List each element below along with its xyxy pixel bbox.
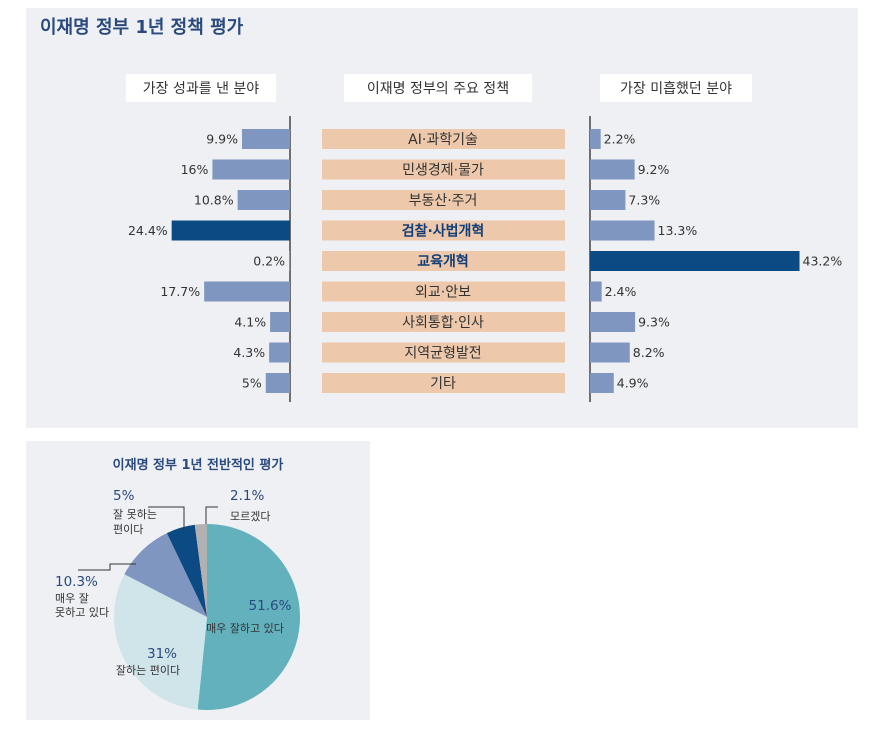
left-bar <box>204 281 290 302</box>
right-bar <box>590 129 601 149</box>
left-bar <box>241 129 290 149</box>
left-bar <box>237 190 290 210</box>
left-bar <box>269 342 290 363</box>
left-value-label: 0.2% <box>253 254 285 269</box>
right-header-box <box>600 74 752 102</box>
right-value-label: 4.9% <box>617 376 649 391</box>
left-bar <box>171 220 290 241</box>
chart-title: 이재명 정부 1년 정책 평가 <box>40 17 244 38</box>
left-value-label: 5% <box>242 376 262 391</box>
left-value-label: 9.9% <box>206 132 238 147</box>
pie-category-label: 매우 잘 <box>55 592 89 605</box>
pie-leader-line <box>78 563 136 571</box>
pie-slice <box>166 524 207 617</box>
pie-percent-label: 5% <box>113 488 135 504</box>
category-label: 민생경제·물가 <box>402 163 484 179</box>
category-box <box>322 190 565 210</box>
right-value-label: 7.3% <box>628 193 660 208</box>
right-bar <box>590 342 630 363</box>
right-value-label: 8.2% <box>633 345 665 360</box>
right-bar <box>590 373 614 393</box>
category-label: AI·과학기술 <box>408 132 478 148</box>
left-header-box <box>126 74 276 102</box>
left-bar <box>265 373 290 393</box>
left-value-label: 10.8% <box>194 193 234 208</box>
pie-category-label: 잘 못하는 <box>113 507 157 521</box>
pie-leader-line <box>205 506 218 524</box>
category-label: 부동산·주거 <box>409 193 478 209</box>
right-value-label: 13.3% <box>658 223 698 238</box>
center-header-box <box>344 74 532 102</box>
category-label: 교육개혁 <box>417 253 469 270</box>
category-box <box>322 159 565 180</box>
right-bar <box>590 251 800 271</box>
pie-slice <box>113 574 207 710</box>
left-value-label: 4.1% <box>234 315 266 330</box>
pie-slice <box>197 524 300 710</box>
right-value-label: 9.2% <box>638 162 670 177</box>
category-box <box>322 220 565 241</box>
pie-percent-label: 31% <box>147 646 177 662</box>
category-label: 기타 <box>430 376 456 392</box>
right-value-label: 9.3% <box>638 315 670 330</box>
right-value-label: 43.2% <box>803 254 843 269</box>
category-box <box>322 373 565 393</box>
pie-leader-line <box>148 506 185 530</box>
pie-percent-label: 10.3% <box>55 574 98 590</box>
right-header: 가장 미흡했던 분야 <box>620 81 732 97</box>
right-bar <box>590 312 636 332</box>
pie-category-label: 잘하는 편이다 <box>116 663 180 677</box>
category-label: 지역균형발전 <box>404 346 481 362</box>
pie-percent-label: 51.6% <box>249 598 292 614</box>
pie-slice <box>194 524 207 617</box>
left-header: 가장 성과를 낸 분야 <box>143 81 260 97</box>
right-bar <box>590 281 602 302</box>
category-label: 외교·안보 <box>415 285 471 301</box>
right-bar <box>590 190 626 210</box>
right-value-label: 2.4% <box>605 284 637 299</box>
center-header: 이재명 정부의 주요 정책 <box>367 81 509 97</box>
left-bar <box>270 312 290 332</box>
category-label: 사회통합·인사 <box>402 315 484 331</box>
left-bar <box>212 159 290 180</box>
pie-title: 이재명 정부 1년 전반적인 평가 <box>113 457 284 473</box>
category-box <box>322 312 565 332</box>
left-value-label: 4.3% <box>233 345 265 360</box>
pie-category-label: 모르겠다 <box>230 510 270 523</box>
pie-category-label: 매우 잘하고 있다 <box>206 621 284 635</box>
pie-category-label: 못하고 있다 <box>55 605 109 619</box>
category-box <box>322 129 565 149</box>
left-value-label: 16% <box>181 162 209 177</box>
left-value-label: 17.7% <box>160 284 200 299</box>
left-bar <box>289 251 290 271</box>
right-value-label: 2.2% <box>604 132 636 147</box>
category-box <box>322 251 565 271</box>
left-value-label: 24.4% <box>128 223 168 238</box>
category-box <box>322 342 565 363</box>
right-bar <box>590 159 635 180</box>
right-bar <box>590 220 655 241</box>
category-label: 검찰·사법개혁 <box>402 223 485 240</box>
pie-percent-label: 2.1% <box>230 488 264 504</box>
category-box <box>322 281 565 302</box>
pie-category-label: 편이다 <box>113 523 143 536</box>
pie-slice <box>124 533 207 617</box>
